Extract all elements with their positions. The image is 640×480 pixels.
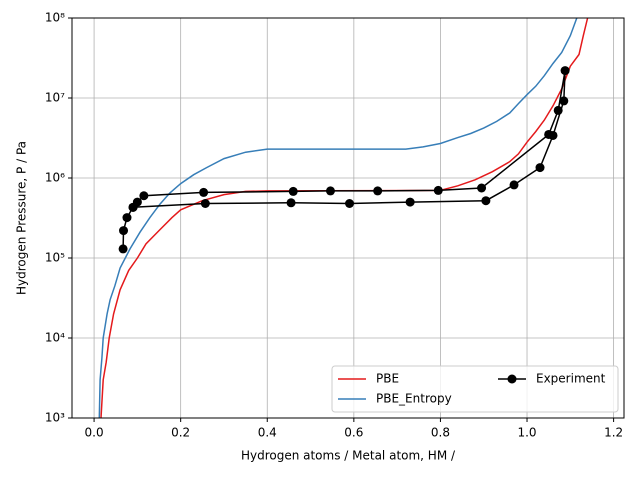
series-line — [122, 70, 566, 249]
data-point — [199, 187, 209, 197]
x-tick-label: 0.2 — [171, 426, 190, 440]
legend-marker — [507, 374, 517, 384]
legend: PBE PBE_Entropy Experiment — [331, 365, 619, 413]
y-tick-label: 10⁴ — [45, 331, 65, 345]
x-tick-label: 0.6 — [344, 426, 363, 440]
data-point — [325, 186, 335, 196]
data-point — [118, 244, 128, 254]
x-tick-label: 1.2 — [604, 426, 623, 440]
legend-label: Experiment — [536, 372, 606, 386]
data-point — [139, 191, 149, 201]
data-point — [122, 213, 132, 223]
data-point — [553, 105, 563, 115]
data-point — [560, 66, 570, 76]
plot-area — [98, 18, 589, 418]
y-tick-label: 10³ — [45, 411, 65, 425]
data-point — [481, 196, 491, 206]
data-point — [345, 199, 355, 209]
series-line — [98, 18, 578, 418]
y-tick-label: 10⁶ — [45, 171, 65, 185]
x-tick-label: 1.0 — [517, 426, 536, 440]
data-point — [288, 186, 298, 196]
data-point — [128, 202, 138, 212]
x-axis-label: Hydrogen atoms / Metal atom, HM / — [241, 449, 456, 463]
data-point — [119, 226, 129, 236]
data-point — [477, 183, 487, 193]
y-tick-label: 10⁷ — [45, 91, 65, 105]
y-axis-label: Hydrogen Pressure, P / Pa — [15, 141, 29, 295]
data-point — [373, 186, 383, 196]
data-point — [405, 197, 415, 207]
grid — [72, 17, 624, 419]
x-tick-label: 0.4 — [258, 426, 277, 440]
axes-frame — [71, 17, 625, 419]
data-point — [433, 185, 443, 195]
data-point — [548, 130, 558, 140]
x-tick-label: 0.8 — [431, 426, 450, 440]
data-point — [200, 199, 210, 209]
legend-label: PBE_Entropy — [376, 392, 452, 406]
data-point — [559, 96, 569, 106]
y-tick-label: 10⁵ — [45, 251, 65, 265]
legend-box — [331, 365, 619, 413]
legend-label: PBE — [376, 372, 399, 386]
data-point — [535, 163, 545, 173]
data-point — [509, 180, 519, 190]
data-point — [286, 198, 296, 208]
y-tick-label: 10⁸ — [45, 11, 65, 25]
x-tick-label: 0.0 — [85, 426, 104, 440]
series-line — [100, 18, 589, 418]
